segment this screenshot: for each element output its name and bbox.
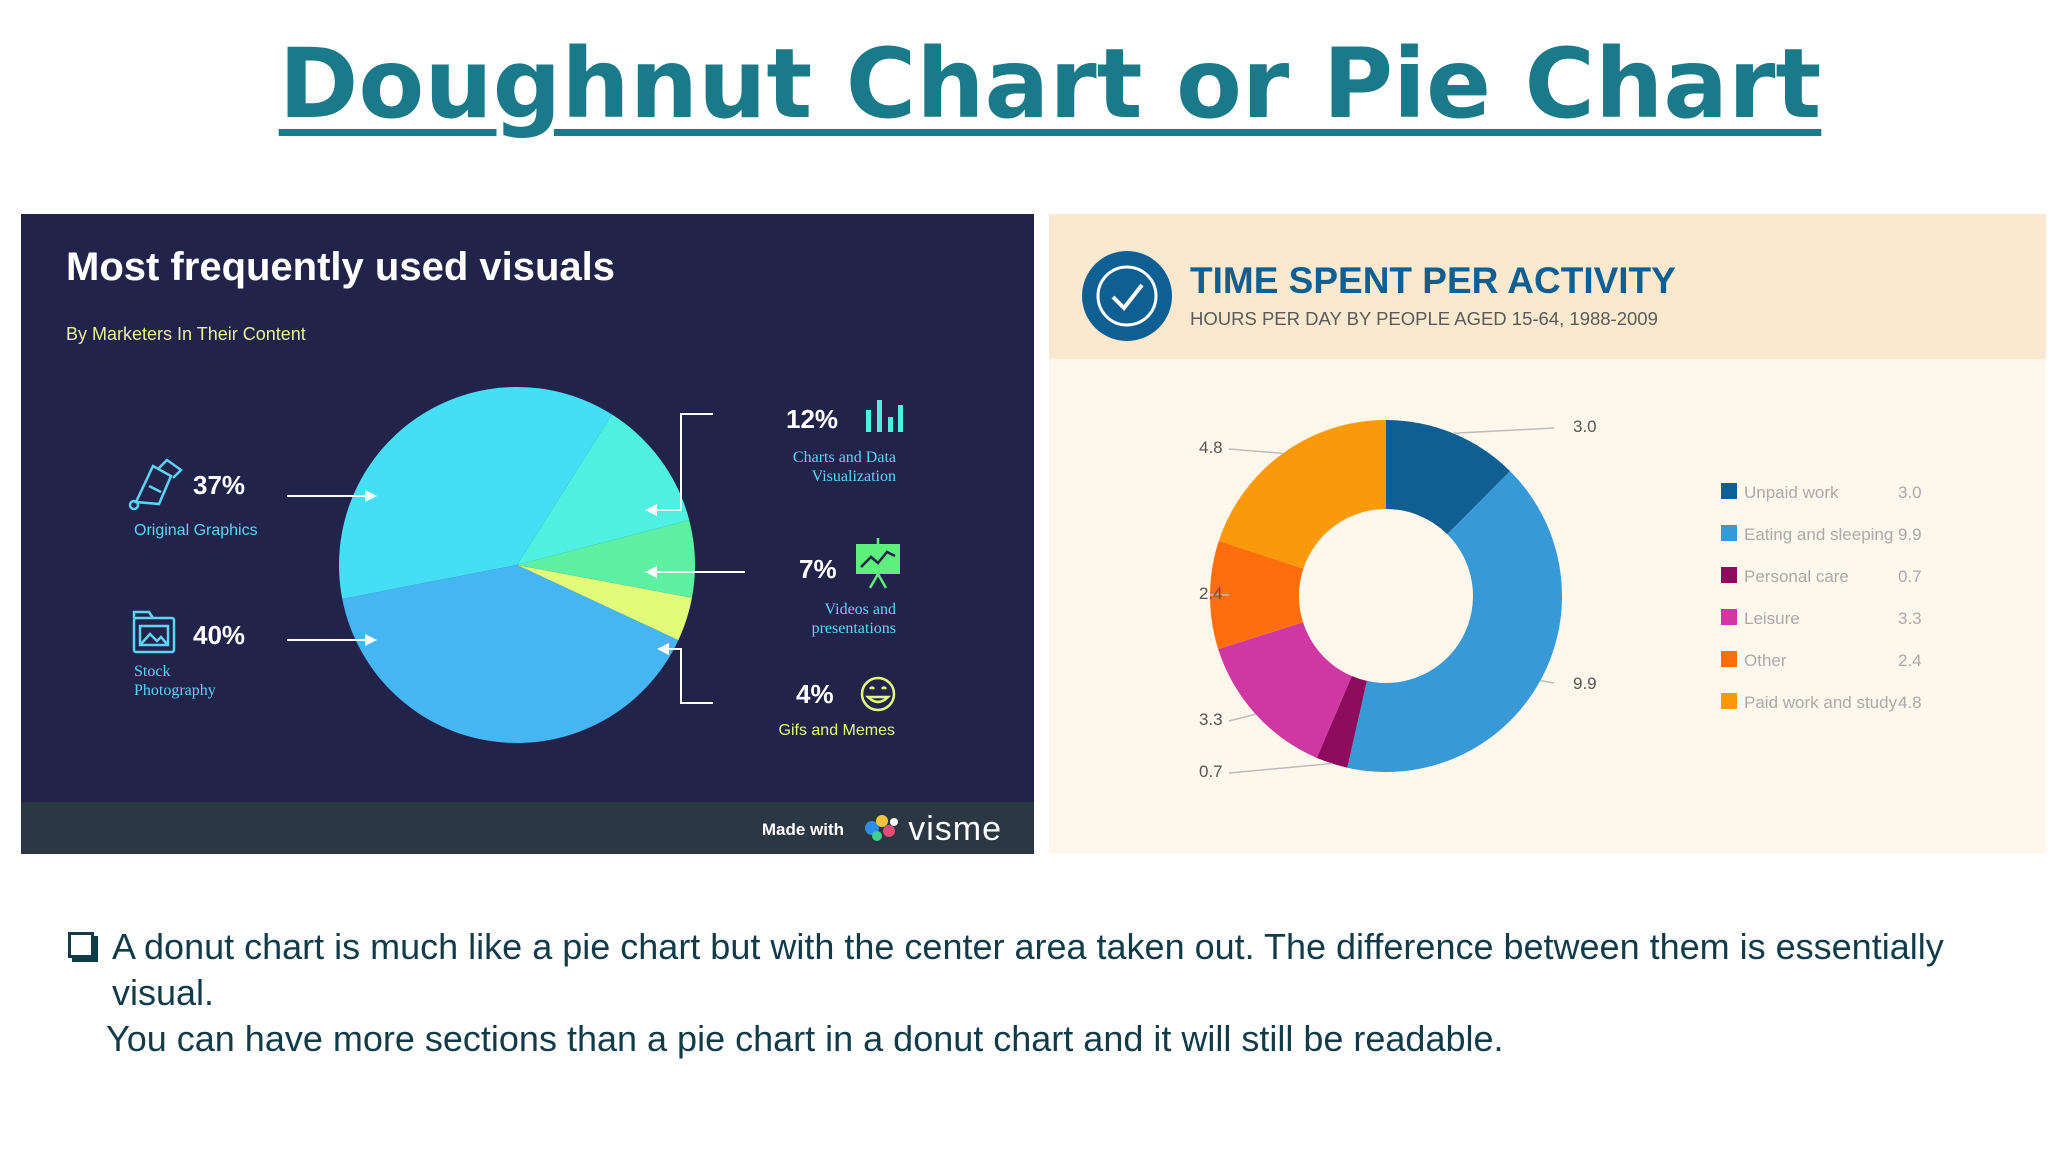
pie-chart-panel: Most frequently used visuals By Marketer… [21, 214, 1034, 854]
pie-title: Most frequently used visuals [66, 245, 615, 289]
donut-subtitle: HOURS PER DAY BY PEOPLE AGED 15-64, 1988… [1190, 308, 1658, 329]
clock-check-icon [1082, 251, 1172, 341]
legend-label: Eating and sleeping [1744, 525, 1893, 544]
pie-slice-original-graphics [339, 387, 612, 599]
legend-value: 2.4 [1898, 651, 1922, 670]
photo-folder-icon [132, 610, 176, 654]
legend-swatch [1721, 609, 1737, 625]
legend-value: 4.8 [1898, 693, 1922, 712]
visme-logo-icon [865, 815, 898, 841]
legend-swatch [1721, 525, 1737, 541]
donut-value-label: 4.8 [1199, 438, 1223, 457]
donut-leader-line [1228, 713, 1256, 722]
pie-label-original-graphics-value: 37% [193, 470, 245, 500]
donut-leader-line [1228, 762, 1332, 774]
donut-value-label: 9.9 [1573, 674, 1597, 693]
legend-value: 0.7 [1898, 567, 1922, 586]
donut-leader-line [1540, 679, 1555, 684]
donut-value-label: 2.4 [1199, 584, 1223, 603]
slide-title: Doughnut Chart or Pie Chart [278, 28, 1822, 140]
donut-slice-other [1210, 540, 1304, 650]
bullet-text: A donut chart is much like a pie chart b… [112, 926, 1944, 1013]
legend-value: 9.9 [1898, 525, 1922, 544]
donut-slices [1210, 420, 1562, 772]
presentation-board-icon [856, 538, 900, 589]
bullet-second-line: You can have more sections than a pie ch… [106, 1018, 1504, 1059]
pie-label-charts-value: 12% [786, 404, 838, 434]
donut-slice-personal-care [1316, 675, 1367, 768]
pie-slice-gifs-and-memes [517, 565, 692, 641]
pie-label-stock-photography-value: 40% [193, 620, 245, 650]
donut-leader-line [1228, 448, 1283, 455]
pie-label-charts: Charts and Data Visualization [792, 449, 896, 485]
pie-label-videos-value: 7% [799, 554, 837, 584]
pie-label-original-graphics: Original Graphics [134, 522, 258, 539]
donut-slice-paid-work-and-study [1218, 420, 1386, 569]
pie-slices [339, 387, 695, 743]
donut-slice-eating-and-sleeping [1347, 471, 1562, 772]
legend-label: Unpaid work [1744, 483, 1839, 502]
donut-value-label: 0.7 [1199, 762, 1223, 781]
donut-chart: TIME SPENT PER ACTIVITY HOURS PER DAY BY… [1082, 251, 1922, 781]
bar-chart-icon [866, 400, 903, 432]
pie-slice-charts-and-data-visualization [517, 414, 690, 565]
made-with-text: Made with [761, 820, 844, 839]
pie-label-gifs-value: 4% [796, 679, 834, 709]
donut-value-label: 3.3 [1199, 710, 1223, 729]
donut-header [1049, 214, 2046, 359]
legend-swatch [1721, 651, 1737, 667]
pie-slice-videos-and-presentations [517, 520, 695, 598]
pie-arrowheads [365, 490, 669, 655]
legend-label: Paid work and study [1744, 693, 1898, 712]
pie-chart: Most frequently used visuals By Marketer… [66, 245, 903, 743]
smiley-icon [860, 676, 896, 712]
legend-label: Personal care [1744, 567, 1849, 586]
bullet-checkbox-icon [68, 932, 94, 958]
donut-labels: 3.0 9.9 0.7 3.3 2.4 4.8 [1199, 417, 1597, 781]
donut-value-label: 3.0 [1573, 417, 1597, 436]
legend-label: Other [1744, 651, 1787, 670]
pie-connectors [287, 413, 745, 704]
donut-leader-line [1453, 427, 1555, 435]
legend-value: 3.0 [1898, 483, 1922, 502]
visme-brand: visme [908, 810, 1002, 848]
legend-value: 3.3 [1898, 609, 1922, 628]
visme-footer: Made with visme [21, 802, 1034, 854]
pen-tool-icon [128, 458, 183, 511]
pie-slice-stock-photography [342, 565, 679, 743]
pie-label-videos: Videos and presentations [811, 601, 896, 637]
pie-label-stock-photography: Stock Photography [134, 663, 216, 699]
donut-slice-leisure [1218, 622, 1352, 758]
legend-swatch [1721, 483, 1737, 499]
legend-swatch [1721, 693, 1737, 709]
legend-swatch [1721, 567, 1737, 583]
legend-label: Leisure [1744, 609, 1800, 628]
pie-subtitle: By Marketers In Their Content [66, 324, 306, 344]
donut-title: TIME SPENT PER ACTIVITY [1190, 260, 1676, 301]
pie-label-gifs: Gifs and Memes [779, 722, 895, 739]
donut-slice-unpaid-work [1386, 420, 1511, 535]
donut-chart-panel: TIME SPENT PER ACTIVITY HOURS PER DAY BY… [1049, 214, 2046, 854]
donut-legend: Unpaid work 3.0 Eating and sleeping 9.9 Pers… [1721, 483, 1922, 712]
